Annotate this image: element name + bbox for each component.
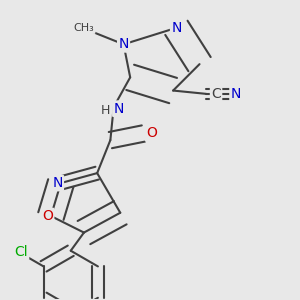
Text: N: N: [231, 87, 241, 101]
Text: N: N: [113, 102, 124, 116]
Text: N: N: [118, 37, 129, 51]
Text: Cl: Cl: [14, 244, 28, 259]
Text: N: N: [52, 176, 63, 190]
Text: CH₃: CH₃: [74, 23, 94, 33]
Text: O: O: [146, 127, 157, 140]
Text: O: O: [42, 209, 53, 223]
Text: H: H: [101, 104, 110, 117]
Text: C: C: [211, 87, 221, 101]
Text: N: N: [171, 21, 182, 35]
